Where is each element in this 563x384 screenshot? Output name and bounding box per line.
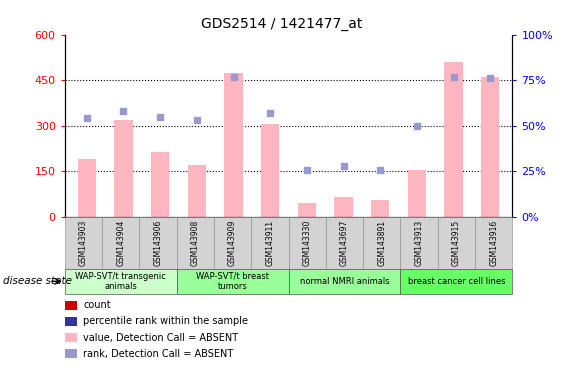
Bar: [481, 77, 499, 217]
Point: [155, 114, 164, 120]
Point: [486, 75, 495, 81]
Bar: [224, 73, 243, 217]
Bar: [371, 200, 390, 217]
Point: [229, 73, 238, 79]
Text: GSM143915: GSM143915: [452, 220, 461, 266]
Bar: [114, 120, 133, 217]
Text: GDS2514 / 1421477_at: GDS2514 / 1421477_at: [201, 17, 362, 31]
Point: [449, 73, 458, 79]
Text: GSM143904: GSM143904: [116, 220, 125, 266]
Bar: [298, 203, 316, 217]
Text: disease state: disease state: [3, 276, 72, 286]
Bar: [261, 124, 279, 217]
Text: GSM143906: GSM143906: [154, 220, 163, 266]
Text: value, Detection Call = ABSENT: value, Detection Call = ABSENT: [83, 333, 239, 343]
Bar: [187, 165, 206, 217]
Text: GSM143911: GSM143911: [265, 220, 274, 266]
Bar: [151, 152, 169, 217]
Text: rank, Detection Call = ABSENT: rank, Detection Call = ABSENT: [83, 349, 234, 359]
Text: count: count: [83, 300, 111, 310]
Point: [302, 167, 311, 173]
Point: [119, 108, 128, 114]
Text: GSM143908: GSM143908: [191, 220, 200, 266]
Text: GSM143891: GSM143891: [377, 220, 386, 266]
Bar: [444, 62, 463, 217]
Bar: [334, 197, 353, 217]
Text: GSM143916: GSM143916: [489, 220, 498, 266]
Text: normal NMRI animals: normal NMRI animals: [300, 277, 389, 286]
Point: [339, 163, 348, 169]
Text: GSM143697: GSM143697: [340, 220, 349, 266]
Text: WAP-SVT/t breast
tumors: WAP-SVT/t breast tumors: [196, 271, 269, 291]
Text: GSM143330: GSM143330: [303, 220, 312, 266]
Text: breast cancer cell lines: breast cancer cell lines: [408, 277, 505, 286]
Text: GSM143909: GSM143909: [228, 220, 237, 266]
Text: GSM143913: GSM143913: [414, 220, 423, 266]
Text: GSM143903: GSM143903: [79, 220, 88, 266]
Point: [413, 123, 422, 129]
Point: [266, 110, 275, 116]
Point: [376, 167, 385, 173]
Text: WAP-SVT/t transgenic
animals: WAP-SVT/t transgenic animals: [75, 271, 166, 291]
Point: [193, 117, 202, 123]
Point: [82, 116, 91, 122]
Bar: [78, 159, 96, 217]
Text: percentile rank within the sample: percentile rank within the sample: [83, 316, 248, 326]
Bar: [408, 170, 426, 217]
